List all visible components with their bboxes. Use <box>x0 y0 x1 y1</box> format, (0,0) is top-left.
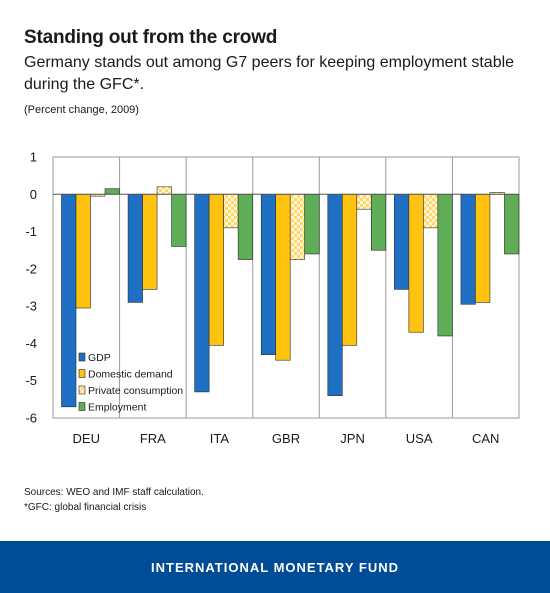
bar-domestic-demand <box>408 193 424 333</box>
bar-gdp <box>127 193 143 303</box>
y-tick-label: -5 <box>25 373 37 388</box>
x-tick-label: CAN <box>472 431 499 446</box>
legend-swatch <box>78 402 86 411</box>
chart-title: Standing out from the crowd <box>24 27 278 48</box>
bar-private-consumption <box>423 193 439 229</box>
footer-label: INTERNATIONAL MONETARY FUND <box>151 559 399 575</box>
footnote: *GFC: global financial crisis <box>24 502 147 513</box>
y-tick-label: -4 <box>25 336 37 351</box>
sources-note: Sources: WEO and IMF staff calculation. <box>24 487 204 498</box>
legend-swatch <box>78 352 86 362</box>
x-tick-label: USA <box>406 431 433 446</box>
notes: Sources: WEO and IMF staff calculation. … <box>24 485 204 515</box>
bar-gdp <box>327 193 343 396</box>
plot-frame <box>52 156 520 419</box>
x-tick-label: FRA <box>140 431 166 446</box>
bar-gdp <box>394 193 410 290</box>
bar-private-consumption <box>156 186 172 195</box>
bar-domestic-demand <box>475 193 491 303</box>
y-tick-label: -1 <box>25 224 37 239</box>
y-tick-label: 1 <box>30 150 37 165</box>
bar-chart: 1 0 -1 -2 -3 -4 -5 -6 DEU FRA ITA GBR JPN USA CAN GDP Do… <box>25 150 520 446</box>
bar-gdp <box>260 193 277 355</box>
bar-gdp <box>61 193 77 408</box>
legend-label: Private consumption <box>88 385 183 397</box>
bar-domestic-demand <box>275 193 291 361</box>
legend-swatch <box>78 385 86 395</box>
chart-subtitle: Germany stands out among G7 peers for ke… <box>24 54 515 93</box>
bar-private-consumption <box>289 193 306 260</box>
bar-domestic-demand <box>142 193 158 290</box>
bar-employment <box>437 193 453 337</box>
bar-gdp <box>194 193 210 393</box>
legend-swatch <box>78 369 86 378</box>
bar-employment <box>304 193 320 255</box>
bar-employment <box>504 193 520 255</box>
bar-employment <box>171 193 187 247</box>
unit-note: (Percent change, 2009) <box>24 104 139 116</box>
bar-employment <box>370 193 387 251</box>
bar-employment <box>237 193 253 260</box>
x-tick-label: ITA <box>210 431 230 446</box>
bar-domestic-demand <box>341 193 358 346</box>
bar-employment <box>104 188 120 195</box>
bar-private-consumption <box>223 193 239 229</box>
bar-gdp <box>460 193 476 305</box>
x-tick-label: GBR <box>272 431 300 446</box>
x-tick-label: DEU <box>73 431 100 446</box>
footer-bar: INTERNATIONAL MONETARY FUND <box>0 541 550 593</box>
y-tick-label: -6 <box>25 411 37 426</box>
x-tick-label: JPN <box>340 431 365 446</box>
bar-domestic-demand <box>208 193 224 346</box>
bar-private-consumption <box>356 193 372 210</box>
y-tick-label: -3 <box>25 299 37 314</box>
legend-label: GDP <box>88 352 111 364</box>
legend-label: Domestic demand <box>88 369 173 381</box>
bar-domestic-demand <box>75 193 91 309</box>
legend-label: Employment <box>88 402 146 414</box>
y-tick-label: 0 <box>30 187 37 202</box>
y-tick-label: -2 <box>25 261 37 276</box>
